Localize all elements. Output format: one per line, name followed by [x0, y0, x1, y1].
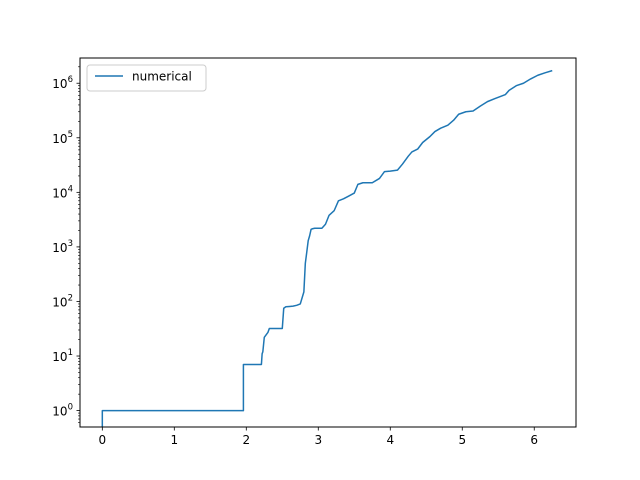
- x-tick-label: 3: [314, 433, 322, 447]
- y-tick-label: 105: [52, 130, 73, 146]
- y-tick-label: 102: [52, 293, 73, 309]
- legend-label: numerical: [132, 70, 192, 84]
- x-tick-label: 2: [242, 433, 250, 447]
- x-tick-label: 0: [98, 433, 106, 447]
- y-tick-label: 106: [52, 75, 73, 91]
- plot-frame: [79, 57, 577, 428]
- y-tick-label: 104: [52, 184, 73, 200]
- x-tick-label: 6: [530, 433, 538, 447]
- legend-box: [86, 64, 207, 92]
- x-tick-label: 4: [386, 433, 394, 447]
- x-axis-ticks: 0 1 2 3 4 5 6: [98, 427, 538, 447]
- y-tick-label: 100: [52, 403, 73, 419]
- x-tick-label: 1: [170, 433, 178, 447]
- y-axis-ticks: 100 101 102 103 104 105 106: [52, 66, 80, 423]
- series-line-0: [101, 69, 553, 427]
- series-layer: [101, 69, 553, 427]
- x-tick-label: 5: [458, 433, 466, 447]
- legend: numerical: [86, 64, 207, 92]
- y-tick-label: 103: [52, 239, 73, 255]
- y-tick-label: 101: [52, 348, 73, 364]
